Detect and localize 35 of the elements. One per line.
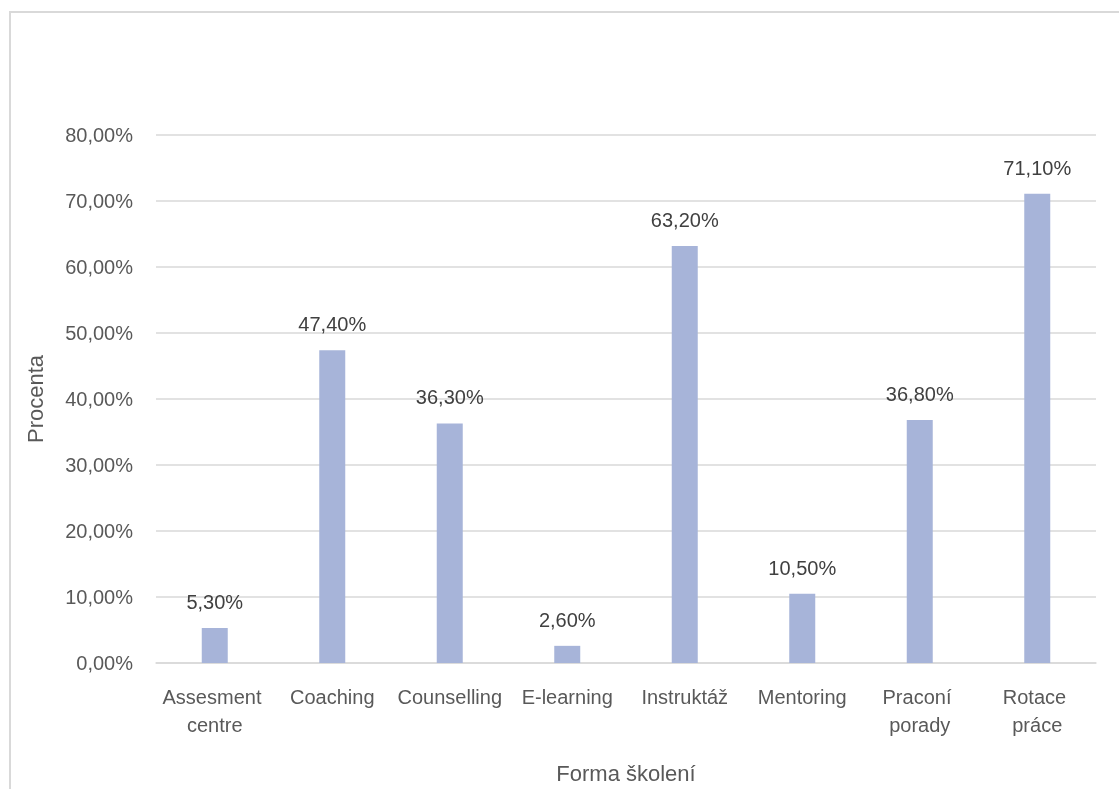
y-tick-label: 0,00% bbox=[76, 652, 134, 674]
data-label: 63,20% bbox=[650, 208, 719, 231]
x-tick-label: Mentoring bbox=[757, 686, 847, 708]
x-tick-label: Instruktáž bbox=[641, 686, 729, 708]
y-tick-label: 10,00% bbox=[65, 586, 134, 608]
x-tick-label: E-learning bbox=[521, 686, 613, 708]
bar bbox=[789, 593, 816, 663]
x-tick-label: Rotace práce bbox=[1002, 686, 1072, 736]
data-label: 36,80% bbox=[885, 383, 954, 406]
y-tick-label: 40,00% bbox=[65, 388, 134, 410]
y-tick-label: 70,00% bbox=[65, 190, 134, 212]
x-tick-label: Praconí porady bbox=[882, 686, 957, 736]
bar bbox=[319, 350, 346, 663]
y-tick-label: 50,00% bbox=[65, 322, 134, 344]
bar bbox=[554, 645, 581, 663]
bar bbox=[436, 423, 463, 663]
x-tick-label: Assesment centre bbox=[162, 686, 267, 736]
bar bbox=[1024, 193, 1051, 663]
data-label: 5,30% bbox=[186, 591, 244, 614]
y-tick-label: 30,00% bbox=[65, 454, 134, 476]
bar bbox=[671, 245, 698, 663]
y-tick-label: 80,00% bbox=[65, 124, 134, 146]
x-tick-label: Counselling bbox=[397, 686, 503, 708]
data-label: 71,10% bbox=[1003, 156, 1072, 179]
y-axis-title: Procenta bbox=[22, 354, 48, 444]
y-tick-label: 60,00% bbox=[65, 256, 134, 278]
bar bbox=[906, 420, 933, 663]
data-label: 2,60% bbox=[538, 608, 596, 631]
data-label: 36,30% bbox=[415, 386, 484, 409]
x-tick-label: Coaching bbox=[289, 686, 375, 708]
x-axis-title: Forma školení bbox=[556, 760, 696, 786]
bar bbox=[201, 628, 228, 663]
data-label: 47,40% bbox=[298, 313, 367, 336]
data-label: 10,50% bbox=[768, 556, 837, 579]
y-tick-label: 20,00% bbox=[65, 520, 134, 542]
